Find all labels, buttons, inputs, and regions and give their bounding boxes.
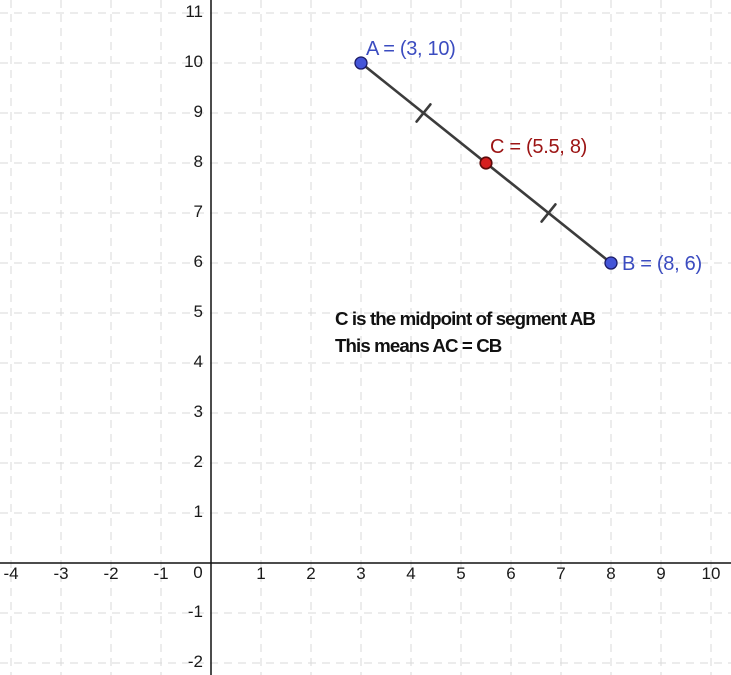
svg-text:4: 4 xyxy=(406,564,415,583)
svg-text:3: 3 xyxy=(194,402,203,421)
svg-text:10: 10 xyxy=(184,52,203,71)
svg-text:10: 10 xyxy=(702,564,721,583)
svg-text:-2: -2 xyxy=(188,652,203,671)
svg-text:1: 1 xyxy=(256,564,265,583)
svg-text:2: 2 xyxy=(194,452,203,471)
svg-text:This means AC = CB: This means AC = CB xyxy=(335,335,502,356)
svg-text:7: 7 xyxy=(194,202,203,221)
svg-text:-1: -1 xyxy=(188,602,203,621)
svg-text:4: 4 xyxy=(194,352,203,371)
svg-text:6: 6 xyxy=(194,252,203,271)
svg-text:A = (3, 10): A = (3, 10) xyxy=(366,38,456,60)
svg-text:5: 5 xyxy=(456,564,465,583)
svg-text:2: 2 xyxy=(306,564,315,583)
svg-text:C is the midpoint of segment A: C is the midpoint of segment AB xyxy=(335,308,595,329)
svg-text:8: 8 xyxy=(606,564,615,583)
svg-text:8: 8 xyxy=(194,152,203,171)
svg-text:6: 6 xyxy=(506,564,515,583)
svg-text:3: 3 xyxy=(356,564,365,583)
svg-text:11: 11 xyxy=(185,2,203,21)
svg-text:1: 1 xyxy=(194,502,203,521)
svg-text:7: 7 xyxy=(556,564,565,583)
svg-text:5: 5 xyxy=(194,302,203,321)
svg-text:-4: -4 xyxy=(3,564,18,583)
svg-text:9: 9 xyxy=(194,102,203,121)
svg-text:-3: -3 xyxy=(53,564,68,583)
svg-text:B = (8, 6): B = (8, 6) xyxy=(622,253,702,275)
svg-text:-2: -2 xyxy=(103,564,118,583)
svg-text:9: 9 xyxy=(656,564,665,583)
svg-text:C = (5.5, 8): C = (5.5, 8) xyxy=(490,136,587,158)
svg-text:-1: -1 xyxy=(153,564,168,583)
svg-text:0: 0 xyxy=(193,563,202,582)
